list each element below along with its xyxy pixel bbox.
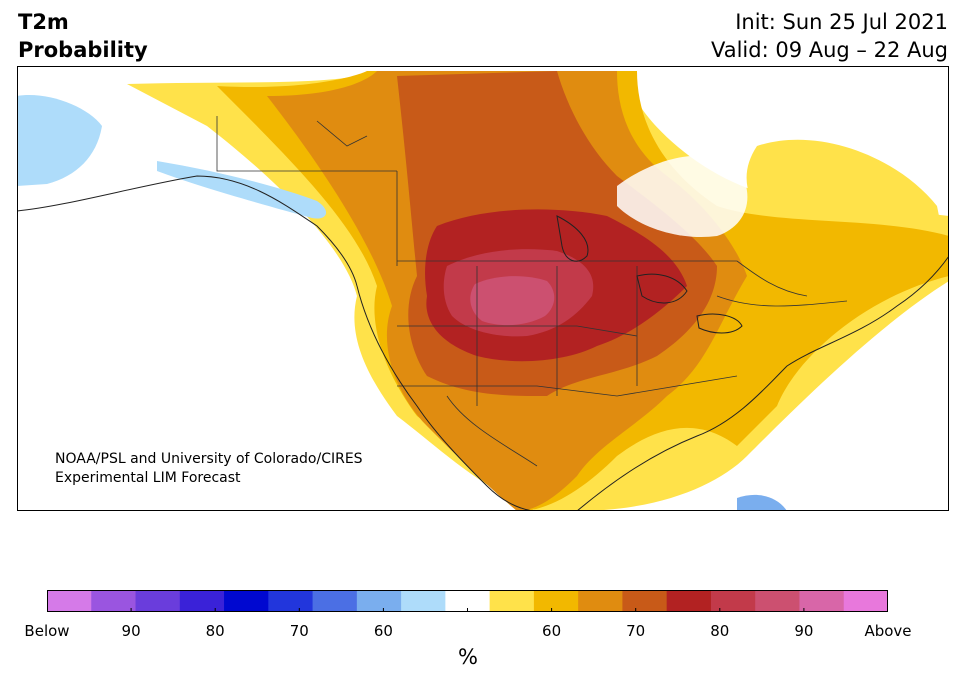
colorbar-swatch — [135, 590, 181, 612]
title-variable: T2m — [18, 10, 69, 34]
valid-range: Valid: 09 Aug – 22 Aug — [710, 38, 948, 62]
colorbar-unit: % — [458, 645, 478, 669]
colorbar-tick-label: 80 — [710, 622, 730, 640]
colorbar-swatch — [179, 590, 225, 612]
init-date: Init: Sun 25 Jul 2021 — [735, 10, 948, 34]
probability-map — [17, 66, 949, 511]
colorbar-tick-label: 80 — [205, 622, 225, 640]
colorbar-tick-label: Above — [864, 622, 912, 640]
title-quantity: Probability — [18, 38, 148, 62]
colorbar-tick-label: 90 — [121, 622, 141, 640]
colorbar-tick-label: 60 — [542, 622, 562, 640]
colorbar-swatch — [799, 590, 845, 612]
colorbar-swatch — [755, 590, 800, 612]
colorbar-swatch — [91, 590, 137, 612]
colorbar-swatch — [268, 590, 314, 612]
colorbar-swatch — [578, 590, 623, 612]
colorbar-tick-label: 60 — [373, 622, 393, 640]
colorbar-tick-label: 70 — [289, 622, 309, 640]
colorbar-swatch — [401, 590, 446, 612]
colorbar-swatch — [224, 590, 269, 612]
colorbar-tick-label: 70 — [626, 622, 646, 640]
political-boundaries — [216, 116, 848, 467]
forecast-dates: Init: Sun 25 Jul 2021 Valid: 09 Aug – 22… — [711, 8, 948, 64]
colorbar — [47, 590, 888, 612]
map-title: T2m Probability — [18, 8, 148, 64]
colorbar-swatch — [622, 590, 668, 612]
credit-line-1: NOAA/PSL and University of Colorado/CIRE… — [55, 451, 363, 467]
colorbar-tick-label: 90 — [794, 622, 814, 640]
colorbar-swatch — [356, 590, 402, 612]
colorbar-swatch — [710, 590, 756, 612]
colorbar-swatch — [666, 590, 712, 612]
colorbar-swatch — [445, 590, 491, 612]
colorbar-swatch — [312, 590, 358, 612]
colorbar-swatch — [533, 590, 579, 612]
probability-contours — [17, 71, 949, 511]
colorbar-swatch — [47, 590, 92, 612]
colorbar-swatch — [489, 590, 535, 612]
credit-line-2: Experimental LIM Forecast — [55, 470, 241, 486]
colorbar-swatch — [843, 590, 888, 612]
coastlines — [17, 175, 949, 511]
data-credit: NOAA/PSL and University of Colorado/CIRE… — [55, 450, 363, 488]
colorbar-tick-label: Below — [24, 622, 70, 640]
